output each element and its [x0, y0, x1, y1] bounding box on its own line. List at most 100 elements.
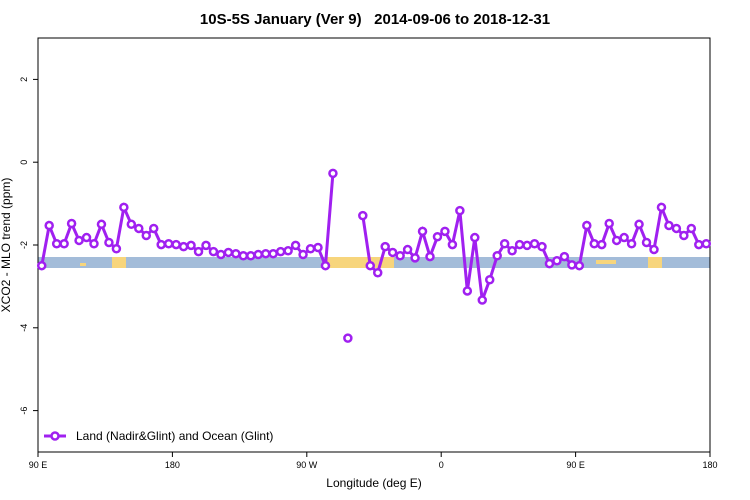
- data-point: [477, 295, 488, 305]
- data-point: [81, 232, 92, 243]
- data-point: [283, 246, 293, 256]
- data-point: [470, 232, 480, 243]
- x-tick-label: 90 E: [29, 460, 48, 470]
- data-point: [552, 255, 562, 266]
- data-point: [66, 218, 77, 229]
- land-band: [326, 257, 394, 268]
- data-point: [611, 235, 622, 246]
- data-point: [104, 237, 114, 248]
- data-point: [499, 239, 510, 249]
- data-point: [216, 249, 226, 260]
- data-point: [208, 246, 219, 257]
- data-point: [417, 226, 428, 237]
- data-point: [148, 223, 159, 234]
- data-point: [59, 239, 69, 249]
- legend-label: Land (Nadir&Glint) and Ocean (Glint): [76, 429, 273, 443]
- data-point: [402, 244, 413, 255]
- data-point: [649, 244, 659, 255]
- data-point: [44, 220, 54, 231]
- data-point: [567, 260, 577, 270]
- data-point: [425, 251, 435, 262]
- x-tick-label: 0: [439, 460, 444, 470]
- data-point: [395, 251, 405, 261]
- data-point: [365, 260, 376, 271]
- data-point: [253, 249, 264, 260]
- data-point: [664, 220, 674, 231]
- data-point: [186, 240, 196, 251]
- legend-marker: [50, 431, 60, 441]
- data-point: [372, 267, 383, 278]
- data-point: [574, 260, 585, 271]
- data-point: [313, 242, 323, 253]
- data-point: [529, 239, 540, 249]
- x-tick-label: 180: [702, 460, 717, 470]
- y-tick-label: -6: [19, 407, 29, 415]
- data-point: [656, 202, 667, 213]
- data-point: [223, 247, 234, 258]
- data-point: [582, 220, 592, 231]
- data-point: [268, 248, 278, 259]
- chart-title: 10S-5S January (Ver 9) 2014-09-06 to 201…: [200, 11, 550, 28]
- data-point: [36, 260, 47, 271]
- data-point: [163, 239, 174, 249]
- land-band: [80, 263, 86, 266]
- data-point: [626, 239, 637, 249]
- data-point: [589, 239, 600, 249]
- data-point: [193, 246, 204, 257]
- data-point: [111, 243, 122, 254]
- data-point: [119, 202, 129, 213]
- data-point: [74, 235, 84, 246]
- x-tick-label: 90 W: [296, 460, 318, 470]
- x-tick-label: 90 E: [566, 460, 585, 470]
- data-point: [328, 168, 338, 179]
- data-point: [275, 246, 286, 257]
- data-point: [156, 239, 166, 250]
- y-tick-label: 0: [19, 160, 29, 165]
- data-point: [134, 223, 144, 234]
- data-point: [462, 286, 473, 296]
- data-point: [440, 226, 450, 237]
- data-point: [701, 239, 712, 249]
- data-point: [507, 246, 517, 256]
- data-point: [358, 210, 368, 221]
- data-point: [447, 239, 458, 250]
- data-point: [604, 218, 614, 229]
- data-point: [238, 251, 249, 261]
- data-point: [559, 251, 570, 262]
- data-point: [178, 241, 189, 252]
- land-band: [648, 257, 662, 268]
- data-point: [298, 249, 308, 260]
- data-point: [260, 248, 271, 259]
- data-point: [544, 258, 555, 269]
- data-point: [514, 239, 525, 250]
- y-tick-label: -4: [19, 324, 29, 332]
- land-band: [112, 257, 126, 268]
- data-point: [596, 239, 607, 250]
- data-point: [96, 219, 107, 230]
- data-point: [201, 240, 211, 251]
- data-point: [641, 237, 652, 248]
- data-point: [634, 219, 644, 230]
- data-point: [410, 253, 420, 263]
- data-point: [141, 230, 152, 241]
- y-axis-label: XCO2 - MLO trend (ppm): [0, 178, 13, 313]
- data-point: [686, 223, 697, 234]
- data-point: [320, 260, 331, 271]
- y-tick-label: 2: [19, 77, 29, 82]
- data-point: [246, 251, 256, 261]
- data-point: [455, 205, 465, 216]
- data-point: [343, 333, 353, 343]
- data-point: [171, 239, 181, 250]
- data-point: [619, 232, 629, 243]
- data-point: [694, 239, 704, 250]
- map-strip: [38, 257, 710, 268]
- data-point: [126, 219, 137, 230]
- data-point: [387, 247, 398, 258]
- data-point: [432, 231, 443, 242]
- data-point: [290, 240, 301, 251]
- data-point: [484, 275, 495, 285]
- data-point: [89, 239, 99, 249]
- land-band: [596, 260, 616, 264]
- data-point: [671, 223, 682, 234]
